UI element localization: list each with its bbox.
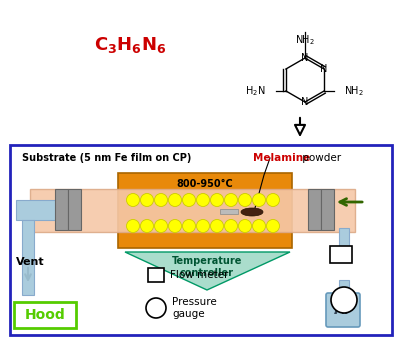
Circle shape <box>211 220 223 233</box>
Bar <box>308 189 321 230</box>
Text: M: M <box>335 248 347 261</box>
Circle shape <box>211 193 223 207</box>
Text: G: G <box>339 294 349 307</box>
Circle shape <box>140 193 154 207</box>
Circle shape <box>182 220 196 233</box>
Circle shape <box>196 193 209 207</box>
Polygon shape <box>125 252 290 290</box>
Circle shape <box>253 193 265 207</box>
Text: M: M <box>151 270 161 280</box>
Text: NH$_2$: NH$_2$ <box>344 84 364 98</box>
Circle shape <box>126 193 140 207</box>
FancyBboxPatch shape <box>326 293 360 327</box>
Bar <box>339 280 349 293</box>
Circle shape <box>182 193 196 207</box>
Bar <box>148 268 164 282</box>
Bar <box>339 313 349 320</box>
Circle shape <box>239 193 251 207</box>
Circle shape <box>267 193 279 207</box>
Circle shape <box>154 193 168 207</box>
Text: Vent: Vent <box>16 257 45 267</box>
Bar <box>321 189 334 230</box>
Bar <box>30 189 355 232</box>
Bar <box>16 200 56 220</box>
Text: N: N <box>320 64 328 74</box>
Circle shape <box>331 287 357 313</box>
Circle shape <box>126 220 140 233</box>
Text: Flow meter: Flow meter <box>170 270 229 280</box>
Circle shape <box>196 220 209 233</box>
Text: Hood: Hood <box>24 308 65 322</box>
Bar <box>22 220 34 295</box>
Circle shape <box>168 220 182 233</box>
Circle shape <box>225 220 237 233</box>
Bar <box>14 302 76 328</box>
Circle shape <box>267 220 279 233</box>
Text: N: N <box>301 97 309 107</box>
Text: Melamine: Melamine <box>253 153 310 163</box>
Circle shape <box>146 298 166 318</box>
Ellipse shape <box>241 208 263 216</box>
Bar <box>68 189 81 230</box>
Text: Ar: Ar <box>334 303 352 317</box>
Bar <box>55 189 68 230</box>
Text: powder: powder <box>299 153 341 163</box>
Text: $\mathbf{C_3H_6N_6}$: $\mathbf{C_3H_6N_6}$ <box>94 35 166 55</box>
Text: Pressure
gauge: Pressure gauge <box>172 297 217 319</box>
Text: Temperature
controller: Temperature controller <box>172 256 242 278</box>
Circle shape <box>225 193 237 207</box>
Text: NH$_2$: NH$_2$ <box>295 33 315 47</box>
Circle shape <box>253 220 265 233</box>
Bar <box>10 145 392 335</box>
Bar <box>118 173 292 248</box>
Bar <box>330 246 352 263</box>
Text: N: N <box>301 53 309 63</box>
Circle shape <box>168 193 182 207</box>
Bar <box>339 228 349 260</box>
Text: G: G <box>152 303 160 313</box>
Bar <box>220 209 238 214</box>
Circle shape <box>239 220 251 233</box>
Circle shape <box>140 220 154 233</box>
Text: 800-950°C: 800-950°C <box>176 179 233 189</box>
Text: Substrate (5 nm Fe film on CP): Substrate (5 nm Fe film on CP) <box>22 153 191 163</box>
Circle shape <box>154 220 168 233</box>
Text: H$_2$N: H$_2$N <box>245 84 266 98</box>
